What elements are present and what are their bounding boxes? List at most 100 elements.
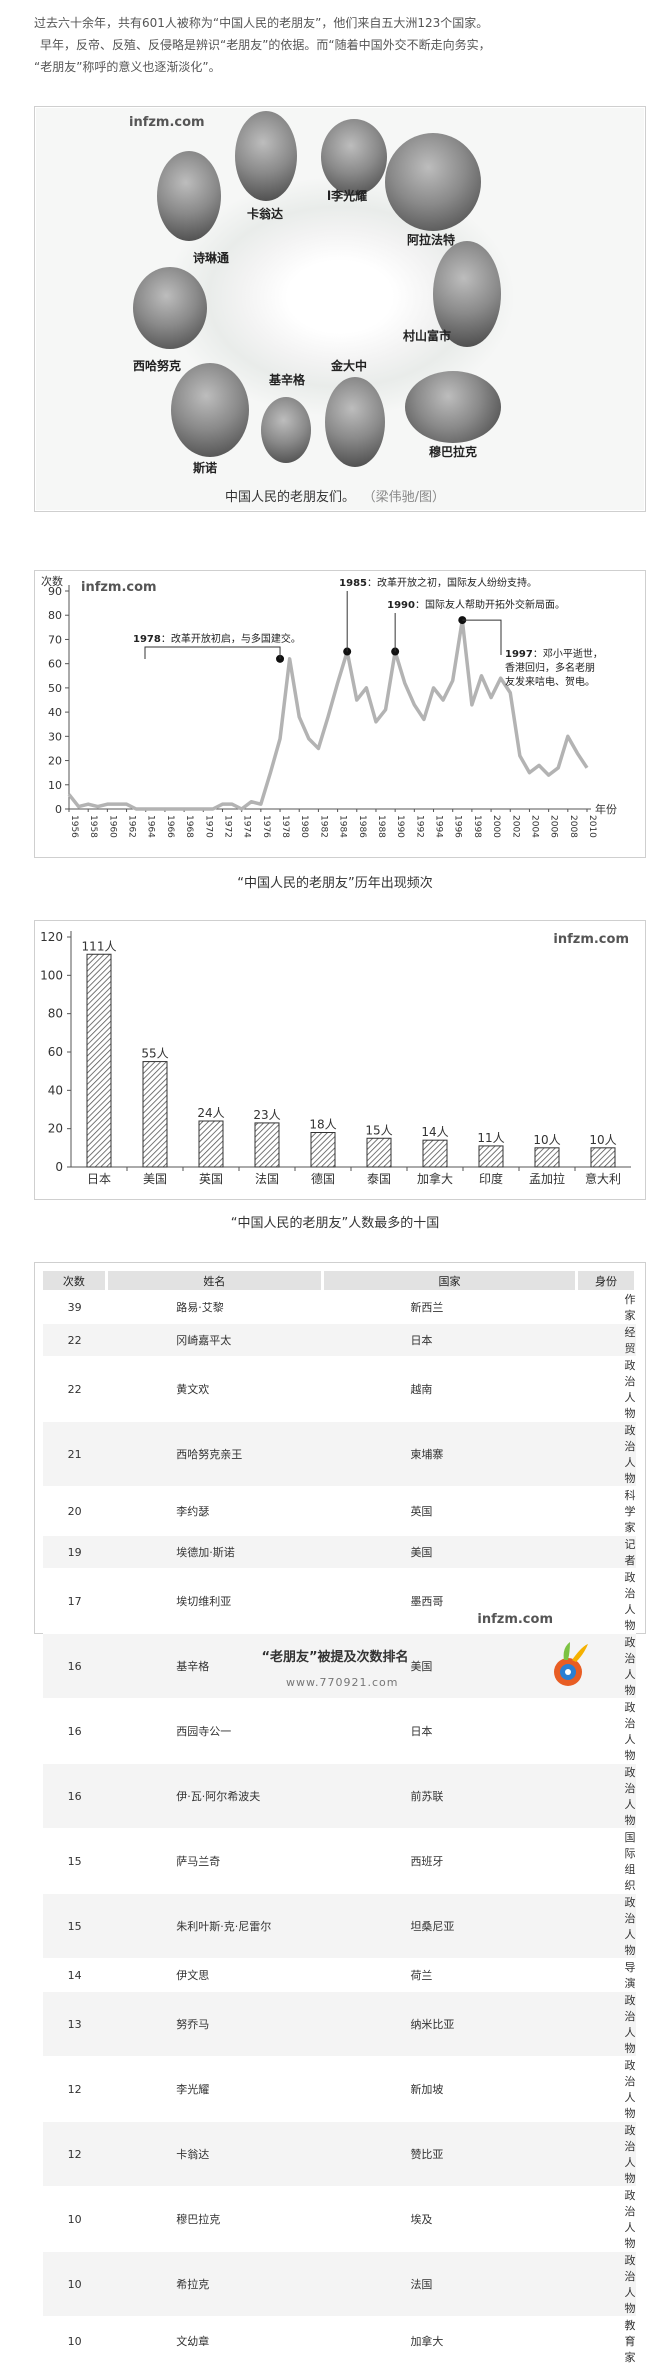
row-count: 15 bbox=[43, 1829, 106, 1894]
row-role: 经贸 bbox=[577, 1324, 636, 1357]
line-x-tick-label: 1976 bbox=[261, 815, 271, 838]
row-name: 西哈努克亲王 bbox=[106, 1422, 322, 1487]
line-x-tick-label: 2010 bbox=[587, 815, 597, 838]
bar-category-label: 加拿大 bbox=[417, 1171, 453, 1186]
row-count: 13 bbox=[43, 1992, 106, 2057]
intro-text: 过去六十余年，共有601人被称为“中国人民的老朋友”，他们来自五大洲123个国家… bbox=[34, 12, 644, 78]
portrait-kim-dae-jung bbox=[325, 377, 385, 467]
line-x-tick-label: 1956 bbox=[69, 815, 79, 838]
bar-category-label: 泰国 bbox=[367, 1172, 391, 1186]
bar-category-label: 德国 bbox=[311, 1171, 335, 1186]
line-y-tick-label: 30 bbox=[48, 730, 62, 743]
row-country: 英国 bbox=[322, 1487, 576, 1536]
line-x-tick-label: 1964 bbox=[146, 815, 156, 838]
photo-credit: （梁伟驰/图） bbox=[369, 490, 445, 505]
line-y-tick-label: 80 bbox=[48, 609, 62, 622]
bar-chart: infzm.com020406080100120111人日本55人美国24人英国… bbox=[35, 921, 645, 1199]
line-x-tick-label: 1968 bbox=[184, 815, 194, 838]
line-x-tick-label: 1972 bbox=[222, 815, 232, 838]
annotation-label: 1997：邓小平逝世，香港回归，多名老朋友发来唁电、贺电。 bbox=[505, 647, 603, 688]
row-role: 政治人物 bbox=[577, 2057, 636, 2122]
bar-y-tick-label: 120 bbox=[40, 930, 63, 944]
row-name: 文幼章 bbox=[106, 2317, 322, 2365]
row-count: 14 bbox=[43, 1959, 106, 1992]
row-count: 12 bbox=[43, 2057, 106, 2122]
row-name: 冈崎嘉平太 bbox=[106, 1324, 322, 1357]
line-x-tick-label: 1986 bbox=[357, 815, 367, 838]
row-role: 政治人物 bbox=[577, 2122, 636, 2187]
bar-category-label: 美国 bbox=[143, 1172, 167, 1186]
portrait-arafat bbox=[385, 133, 481, 231]
bar-category-label: 孟加拉 bbox=[529, 1171, 565, 1186]
row-name: 努乔马 bbox=[106, 1992, 322, 2057]
row-country: 赞比亚 bbox=[322, 2122, 576, 2187]
bar-value-label: 55人 bbox=[141, 1047, 168, 1061]
portrait-mubarak bbox=[405, 371, 501, 443]
row-country: 法国 bbox=[322, 2252, 576, 2317]
line-chart-caption: “中国人民的老朋友”历年出现频次 bbox=[0, 872, 670, 891]
row-count: 16 bbox=[43, 1699, 106, 1764]
annotation-leader bbox=[462, 620, 501, 655]
intro-line-2: 早年，反帝、反殖、反侵略是辨识“老朋友”的依据。而“随着中国外交不断走向务实， bbox=[34, 34, 644, 56]
row-name: 伊文思 bbox=[106, 1959, 322, 1992]
portrait-sihanouk bbox=[133, 267, 207, 349]
line-y-tick-label: 40 bbox=[48, 706, 62, 719]
portrait-label-kissinger: 基辛格 bbox=[269, 371, 305, 388]
portrait-kissinger bbox=[261, 397, 311, 463]
row-role: 政治人物 bbox=[577, 2252, 636, 2317]
bar bbox=[143, 1062, 167, 1167]
row-role: 政治人物 bbox=[577, 2187, 636, 2252]
bar-category-label: 意大利 bbox=[585, 1171, 621, 1186]
photo-caption: 中国人民的老朋友们。（梁伟驰/图） bbox=[0, 486, 670, 505]
bar-value-label: 10人 bbox=[533, 1133, 560, 1147]
bar-value-label: 24人 bbox=[197, 1106, 224, 1120]
row-name: 伊·瓦·阿尔希波夫 bbox=[106, 1764, 322, 1829]
line-x-tick-label: 1990 bbox=[395, 815, 405, 838]
row-count: 10 bbox=[43, 2317, 106, 2365]
bar bbox=[423, 1140, 447, 1167]
bar-category-label: 日本 bbox=[87, 1172, 111, 1186]
table-header-row: 次数 姓名 国家 身份 bbox=[43, 1271, 636, 1291]
line-x-tick-label: 1998 bbox=[472, 815, 482, 838]
bar bbox=[367, 1138, 391, 1167]
row-count: 16 bbox=[43, 1634, 106, 1699]
bar-y-tick-label: 0 bbox=[55, 1160, 63, 1174]
line-x-tick-label: 1980 bbox=[299, 815, 309, 838]
line-x-tick-label: 1994 bbox=[434, 815, 444, 838]
row-count: 10 bbox=[43, 2252, 106, 2317]
row-country: 新加坡 bbox=[322, 2057, 576, 2122]
row-name: 埃切维利亚 bbox=[106, 1569, 322, 1634]
row-name: 路易·艾黎 bbox=[106, 1291, 322, 1324]
line-y-tick-label: 10 bbox=[48, 779, 62, 792]
row-country: 坦桑尼亚 bbox=[322, 1894, 576, 1959]
line-y-tick-label: 50 bbox=[48, 682, 62, 695]
row-country: 加拿大 bbox=[322, 2317, 576, 2365]
row-role: 政治人物 bbox=[577, 1569, 636, 1634]
portrait-kaunda bbox=[235, 111, 297, 201]
row-role: 国际组织 bbox=[577, 1829, 636, 1894]
row-role: 科学家 bbox=[577, 1487, 636, 1536]
annotation-label: 1990：国际友人帮助开拓外交新局面。 bbox=[387, 598, 565, 611]
row-role: 政治人物 bbox=[577, 1422, 636, 1487]
row-name: 卡翁达 bbox=[106, 2122, 322, 2187]
bar-category-label: 法国 bbox=[255, 1172, 279, 1186]
row-name: 穆巴拉克 bbox=[106, 2187, 322, 2252]
line-x-tick-label: 1970 bbox=[203, 815, 213, 838]
row-name: 埃德加·斯诺 bbox=[106, 1536, 322, 1569]
row-count: 10 bbox=[43, 2187, 106, 2252]
bar-y-tick-label: 40 bbox=[48, 1083, 63, 1097]
line-x-tick-label: 1978 bbox=[280, 815, 290, 838]
portrait-label-sihanouk: 西哈努克 bbox=[133, 357, 181, 374]
watermark-logo bbox=[548, 1640, 592, 1692]
portrait-label-kaunda: 卡翁达 bbox=[247, 205, 283, 222]
bar bbox=[591, 1148, 615, 1167]
bar bbox=[87, 954, 111, 1167]
